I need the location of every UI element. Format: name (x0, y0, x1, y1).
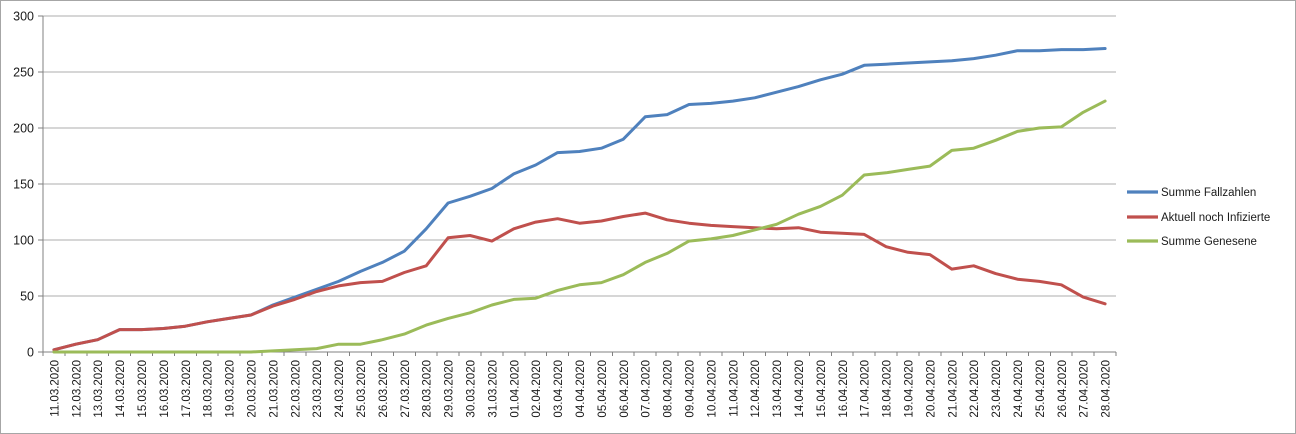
x-axis-label: 27.03.2020 (400, 360, 412, 418)
x-axis-label: 10.04.2020 (706, 360, 718, 418)
x-axis-label: 12.04.2020 (750, 360, 762, 418)
x-axis-label: 19.04.2020 (903, 360, 915, 418)
x-axis-label: 22.04.2020 (969, 360, 981, 418)
x-axis-label: 09.04.2020 (684, 360, 696, 418)
x-axis-label: 23.03.2020 (312, 360, 324, 418)
x-axis-label: 27.04.2020 (1079, 360, 1091, 418)
series-line-summe-fallzahlen[interactable] (52, 47, 1107, 352)
x-axis-label: 15.04.2020 (816, 360, 828, 418)
x-axis-label: 02.04.2020 (531, 360, 543, 418)
y-axis-label: 50 (20, 290, 34, 304)
x-axis-label: 31.03.2020 (487, 360, 499, 418)
x-axis-label: 28.04.2020 (1101, 360, 1113, 418)
x-axis-label: 21.03.2020 (268, 360, 280, 418)
x-axis-label: 20.03.2020 (247, 360, 259, 418)
x-axis-label: 17.03.2020 (181, 360, 193, 418)
x-axis-label: 26.03.2020 (378, 360, 390, 418)
x-axis-label: 01.04.2020 (509, 360, 521, 418)
x-axis-label: 04.04.2020 (575, 360, 587, 418)
y-axis-label: 300 (13, 10, 34, 24)
legend-label: Summe Fallzahlen (1161, 187, 1256, 199)
x-axis-label: 21.04.2020 (947, 360, 959, 418)
x-axis-label: 03.04.2020 (553, 360, 565, 418)
x-axis-label: 11.03.2020 (49, 360, 61, 417)
y-axis-label: 200 (13, 122, 34, 136)
x-axis-label: 25.03.2020 (356, 360, 368, 418)
x-axis-label: 06.04.2020 (619, 360, 631, 418)
y-axis-label: 0 (27, 346, 34, 360)
x-axis-label: 22.03.2020 (290, 360, 302, 418)
y-axis-label: 150 (13, 178, 34, 192)
x-axis-label: 17.04.2020 (860, 360, 872, 418)
chart-legend: Summe Fallzahlen Aktuell noch Infizierte S… (1127, 187, 1270, 248)
legend-item-summe-genesene[interactable]: Summe Genesene (1127, 236, 1257, 248)
x-axis-label: 19.03.2020 (225, 360, 237, 418)
x-axis-label: 07.04.2020 (641, 360, 653, 418)
y-axis-label: 100 (13, 234, 34, 248)
x-axis-label: 11.04.2020 (728, 360, 740, 417)
x-axis-label: 25.04.2020 (1035, 360, 1047, 418)
x-axis-label: 05.04.2020 (597, 360, 609, 418)
x-axis-label: 20.04.2020 (925, 360, 937, 418)
legend-label: Aktuell noch Infizierte (1161, 212, 1270, 224)
x-axis-label: 30.03.2020 (466, 360, 478, 418)
x-axis-label: 28.03.2020 (422, 360, 434, 418)
x-axis-label: 18.04.2020 (882, 360, 894, 418)
legend-item-summe-fallzahlen[interactable]: Summe Fallzahlen (1127, 187, 1256, 199)
x-axis-label: 13.04.2020 (772, 360, 784, 418)
x-axis-label: 26.04.2020 (1057, 360, 1069, 418)
x-axis-label: 13.03.2020 (93, 360, 105, 418)
x-axis-label: 24.03.2020 (334, 360, 346, 418)
x-axis-label: 29.03.2020 (444, 360, 456, 418)
x-axis-label: 08.04.2020 (663, 360, 675, 418)
y-axis-label: 250 (13, 66, 34, 80)
x-axis-label: 16.03.2020 (159, 360, 171, 418)
legend-label: Summe Genesene (1161, 236, 1257, 248)
x-axis-label: 23.04.2020 (991, 360, 1003, 418)
x-axis-label: 16.04.2020 (838, 360, 850, 418)
series-line-summe-genesene[interactable] (52, 99, 1107, 354)
x-axis-label: 24.04.2020 (1013, 360, 1025, 418)
x-axis-label: 12.03.2020 (71, 360, 83, 418)
x-axis-label: 14.03.2020 (115, 360, 127, 418)
legend-item-aktuell-noch-infizierte[interactable]: Aktuell noch Infizierte (1127, 212, 1270, 224)
x-axis-label: 14.04.2020 (794, 360, 806, 418)
series-line-aktuell-noch-infizierte[interactable] (52, 211, 1107, 352)
x-axis-label: 18.03.2020 (203, 360, 215, 418)
x-axis-label: 15.03.2020 (137, 360, 149, 418)
